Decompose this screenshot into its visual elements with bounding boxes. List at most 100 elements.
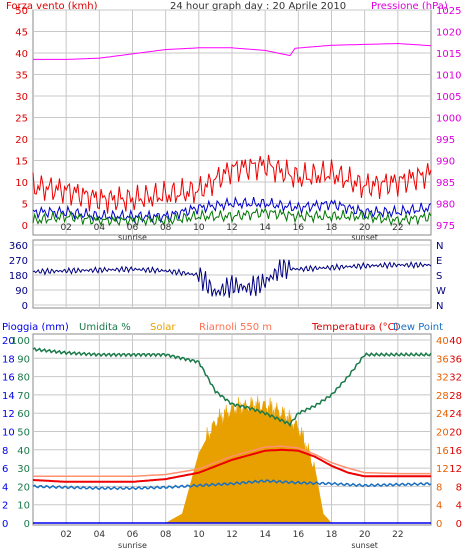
- panel3-ytick-temp: 16: [436, 446, 449, 457]
- panel3-legend-riarnoli: Riarnoli 550 m: [199, 322, 272, 333]
- panel3-ytick-dewpoint: 16: [449, 446, 462, 457]
- panel1-xtick: 18: [326, 223, 338, 233]
- panel2-ytick-left: 270: [9, 256, 28, 267]
- panel3-ytick-rain: 4: [2, 482, 8, 493]
- panel1-ytick-right: 1005: [436, 92, 461, 103]
- panel3-xtick: 22: [392, 530, 403, 540]
- panel1-xtick: 10: [193, 223, 205, 233]
- panel1-ytick-left: 25: [15, 114, 28, 125]
- panel1-ytick-right: 995: [436, 135, 455, 146]
- panel1-xtick: 04: [94, 223, 106, 233]
- panel1-ytick-left: 15: [15, 157, 28, 168]
- panel1-xtick: 06: [127, 223, 139, 233]
- panel1-ytick-right: 1015: [436, 49, 461, 60]
- panel3-ytick-temp: 4: [436, 501, 442, 512]
- panel1-annotation-sunrise: sunrise: [118, 233, 147, 242]
- panel3-series-umidita-: [32, 347, 432, 428]
- panel3-ytick-rain: 14: [2, 391, 15, 402]
- panel1-series-vento-medio: [32, 195, 432, 224]
- panel1-xtick: 22: [392, 223, 403, 233]
- panel2-ytick-left: 90: [15, 286, 28, 297]
- panel2-ytick-right: S: [436, 271, 442, 282]
- panel1-ytick-left: 40: [15, 49, 28, 60]
- panel1-ytick-right: 1000: [436, 114, 461, 125]
- panel1-ytick-right: 1020: [436, 28, 461, 39]
- panel1-series-raffica: [32, 154, 432, 214]
- panel1-xtick: 02: [60, 223, 71, 233]
- panel3-ytick-dewpoint: 8: [456, 482, 462, 493]
- panel3-series-temperatura: [32, 448, 431, 483]
- panel2-ytick-right: W: [436, 286, 446, 297]
- panel1-xtick: 12: [226, 223, 237, 233]
- panel2-series-direction: [32, 259, 432, 298]
- panel1-series-pressione: [33, 42, 432, 60]
- panel2-ytick-right: N: [436, 301, 443, 312]
- panel3-xtick: 20: [359, 530, 371, 540]
- panel3-series-riarnoli-550-m: [33, 445, 431, 478]
- panel1-ytick-right: 980: [436, 200, 455, 211]
- panel3-ytick-temp: 12: [436, 464, 449, 475]
- panel3-ytick-humidity: 100: [11, 336, 30, 347]
- panel1-ytick-right: 975: [436, 221, 455, 232]
- panel3-ytick-humidity: 40: [17, 446, 30, 457]
- panel3-xtick: 02: [60, 530, 71, 540]
- panel1-ytick-right: 1010: [436, 71, 461, 82]
- panel3-ytick-humidity: 30: [17, 464, 30, 475]
- panel3-ytick-temp: 40: [436, 336, 449, 347]
- panel3-xtick: 12: [226, 530, 237, 540]
- panel3-ylabel-left: Pioggia (mm): [2, 322, 69, 333]
- panel3-xtick: 08: [160, 530, 172, 540]
- panel3-ylabel-right2: Dew Point: [393, 322, 443, 333]
- panel3-annotation-sunrise: sunrise: [118, 541, 147, 550]
- panel1-ytick-left: 5: [22, 200, 28, 211]
- panel3-ytick-dewpoint: 12: [449, 464, 462, 475]
- panel3-ytick-dewpoint: 36: [449, 354, 462, 365]
- panel1-ytick-right: 985: [436, 178, 455, 189]
- panel3-ytick-rain: 12: [2, 409, 15, 420]
- panel3-ytick-humidity: 50: [17, 428, 30, 439]
- panel1-title: 24 hour graph day : 20 Aprile 2010: [170, 1, 346, 12]
- panel1-ytick-left: 30: [15, 92, 28, 103]
- panel2-ytick-left: 180: [9, 271, 28, 282]
- panel3-ytick-rain: 2: [2, 501, 8, 512]
- panel3-ytick-humidity: 20: [17, 482, 30, 493]
- panel3-xtick: 18: [326, 530, 338, 540]
- panel3-ytick-dewpoint: 4: [456, 501, 462, 512]
- panel3-ytick-rain: 20: [2, 336, 15, 347]
- panel1-ylabel-right: Pressione (hPa): [371, 1, 448, 12]
- panel1-series-vento-minimo: [32, 207, 432, 227]
- panel1-ytick-right: 990: [436, 157, 455, 168]
- panel3-ytick-dewpoint: 32: [449, 373, 462, 384]
- panel1-xtick: 08: [160, 223, 172, 233]
- panel3-ytick-dewpoint: 0: [456, 519, 462, 530]
- panel3-ytick-temp: 24: [436, 409, 449, 420]
- panel3-xtick: 10: [193, 530, 205, 540]
- panel3-ytick-humidity: 70: [17, 391, 30, 402]
- panel3-ytick-humidity: 60: [17, 409, 30, 420]
- panel3-ytick-temp: 0: [436, 519, 442, 530]
- panel3-series-dew-point: [32, 479, 432, 491]
- panel1-ylabel-left: Forza vento (kmh): [6, 1, 98, 12]
- panel3-xtick: 16: [293, 530, 305, 540]
- panel1-ytick-left: 10: [15, 178, 28, 189]
- panel3-ytick-dewpoint: 40: [449, 336, 462, 347]
- panel3-ytick-humidity: 90: [17, 354, 30, 365]
- panel1-xtick: 20: [359, 223, 371, 233]
- panel3-ytick-temp: 20: [436, 428, 449, 439]
- panel3-ytick-dewpoint: 24: [449, 409, 462, 420]
- panel3-ytick-dewpoint: 28: [449, 391, 462, 402]
- panel3-ytick-humidity: 80: [17, 373, 30, 384]
- panel2-ytick-left: 0: [22, 301, 28, 312]
- panel3-ytick-temp: 32: [436, 373, 449, 384]
- panel3-xtick: 14: [259, 530, 271, 540]
- panel3-ytick-rain: 8: [2, 446, 8, 457]
- panel1-ytick-left: 0: [22, 221, 28, 232]
- panel3-ytick-humidity: 10: [17, 501, 30, 512]
- panel1-ytick-right: 1025: [436, 6, 461, 17]
- panel3-ytick-temp: 28: [436, 391, 449, 402]
- panel1-ytick-left: 50: [15, 6, 28, 17]
- panel3-xtick: 06: [127, 530, 139, 540]
- panel2-ytick-right: N: [436, 241, 443, 252]
